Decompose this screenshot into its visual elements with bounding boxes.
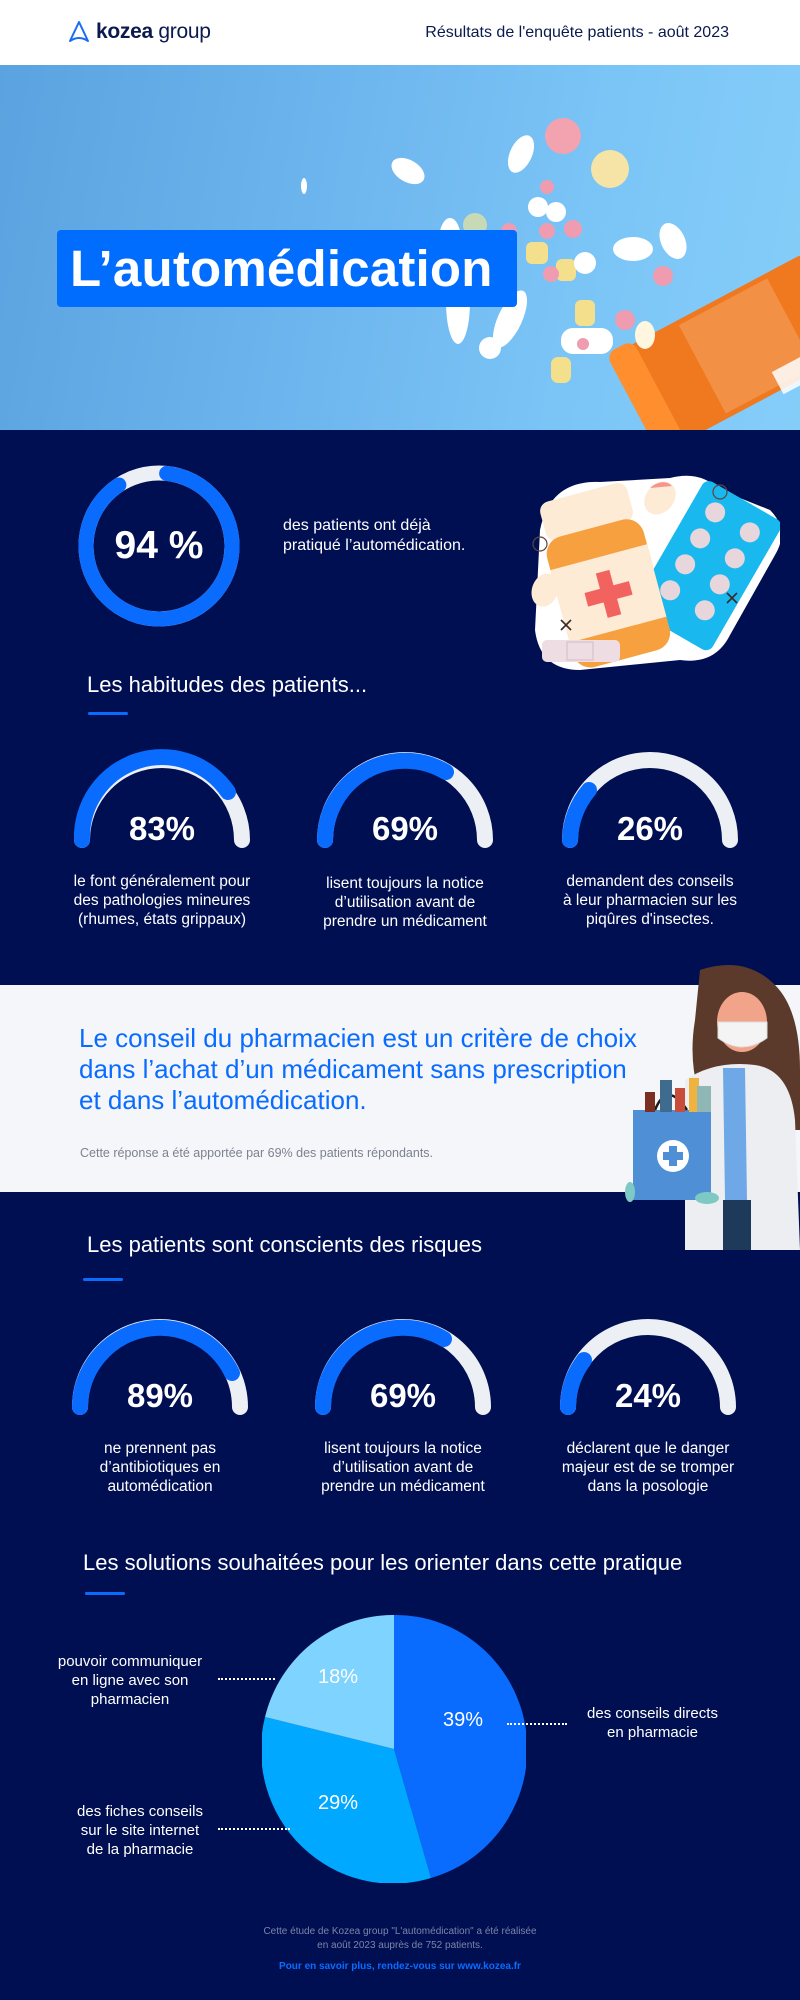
- risks-gauge-2: 69%: [308, 1312, 498, 1502]
- risks-gauge-3: 24%: [553, 1312, 743, 1502]
- report-title: Résultats de l'enquête patients - août 2…: [425, 24, 729, 41]
- pie-legend-pharmacy-advice: des conseils directs en pharmacie: [587, 1705, 718, 1741]
- pie-slice-online-communication: [265, 1614, 394, 1749]
- pills-photo-illustration: [301, 118, 800, 430]
- risks-caption-1: ne prennent pas d’antibiotiques en automéd…: [99, 1440, 221, 1495]
- risks-gauge-1: 89%: [65, 1312, 255, 1502]
- study-footnote: Cette étude de Kozea group "L'automédica…: [263, 1926, 537, 1951]
- kozea-logo[interactable]: kozea group: [68, 20, 211, 44]
- risks-underline: [83, 1278, 123, 1281]
- donut-caption: des patients ont déjà pratiqué l’automéd…: [283, 517, 466, 554]
- kozea-arrow-icon: [69, 21, 89, 42]
- pie-slice-website-sheets: [261, 1717, 431, 1884]
- donut-ring: [78, 465, 240, 627]
- habits-gauge-2: 69%: [310, 745, 500, 935]
- gauge-value: 69%: [369, 1377, 437, 1414]
- gauge-value: 83%: [128, 810, 196, 847]
- donut-value: 94 %: [114, 524, 204, 567]
- habits-caption-3: demandent des conseils à leur pharmacien …: [562, 873, 738, 928]
- gauge-arc: [72, 1319, 248, 1415]
- pie-label-18: 18%: [318, 1666, 359, 1688]
- medicine-bottle-illustration: [531, 475, 780, 670]
- solutions-underline: [85, 1592, 125, 1595]
- quote-note: Cette réponse a été apportée par 69% des…: [80, 1146, 434, 1160]
- gauge-arc: [315, 1319, 491, 1415]
- gauge-value: 69%: [371, 810, 439, 847]
- solutions-title: Les solutions souhaitées pour les orient…: [83, 1550, 683, 1575]
- risks-caption-2: lisent toujours la notice d’utilisation a…: [321, 1440, 485, 1495]
- gauge-arc: [562, 752, 738, 848]
- gauge-arc: [560, 1319, 736, 1415]
- pie-legend-website-sheets: des fiches conseils sur le site internet d…: [77, 1803, 203, 1858]
- leader-line-bottom-left: [218, 1828, 290, 1830]
- gauge-value: 26%: [616, 810, 684, 847]
- habits-title: Les habitudes des patients...: [87, 672, 368, 697]
- pharmacist-illustration: [625, 965, 800, 1250]
- donut-chart-94: 94 %: [78, 465, 240, 627]
- hero-title-box: L’automédication: [57, 230, 517, 307]
- habits-underline: [88, 712, 128, 715]
- gauge-value: 24%: [614, 1377, 682, 1414]
- hero-title: L’automédication: [70, 240, 493, 297]
- hero-banner: L’automédication: [0, 65, 800, 430]
- logo-text: kozea group: [96, 20, 211, 43]
- pie-label-39: 39%: [443, 1709, 484, 1731]
- pie-label-29: 29%: [318, 1792, 359, 1814]
- pie-slice-pharmacy-advice: [394, 1614, 528, 1878]
- risks-caption-3: déclarent que le danger majeur est de se …: [561, 1440, 735, 1495]
- pie-svg: [261, 1614, 528, 1884]
- gauge-value: 89%: [126, 1377, 194, 1414]
- solutions-pie-chart: 39% 29% 18%: [261, 1614, 528, 1884]
- leader-line-right: [507, 1723, 567, 1725]
- habits-caption-1: le font généralement pour des pathologies…: [73, 873, 251, 928]
- risks-title: Les patients sont conscients des risques: [87, 1232, 483, 1257]
- page-header: kozea group Résultats de l'enquête patie…: [0, 0, 800, 65]
- leader-line-top-left: [218, 1678, 275, 1680]
- habits-gauge-1: 83%: [67, 745, 257, 935]
- gauge-arc: [317, 752, 493, 848]
- gauge-arc: [73, 749, 250, 848]
- habits-gauge-3: 26%: [555, 745, 745, 935]
- pie-legend-online-communication: pouvoir communiquer en ligne avec son phar…: [57, 1653, 203, 1708]
- habits-caption-2: lisent toujours la notice d’utilisation a…: [323, 875, 487, 930]
- quote-text: Le conseil du pharmacien est un critère …: [79, 1023, 637, 1115]
- kozea-website-link[interactable]: Pour en savoir plus, rendez-vous sur www…: [279, 1961, 521, 1972]
